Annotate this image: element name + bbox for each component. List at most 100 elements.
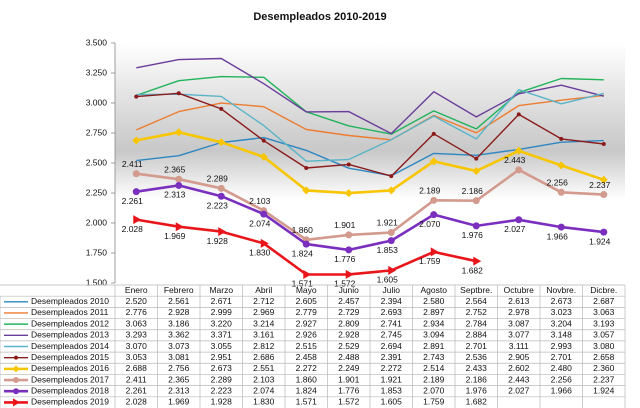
table-cell: 2.237 — [593, 374, 615, 384]
table-cell: 3.204 — [551, 318, 573, 328]
table-cell: 2.694 — [381, 341, 403, 351]
table-cell: 2.729 — [338, 307, 360, 317]
table-cell: 2.671 — [211, 296, 233, 306]
table-cell: 3.087 — [508, 318, 530, 328]
point — [175, 181, 183, 189]
table-cell: 2.289 — [211, 374, 233, 384]
data-label: 2.313 — [164, 190, 186, 200]
point — [302, 240, 310, 248]
data-label: 1.572 — [334, 279, 356, 289]
point — [387, 186, 396, 195]
table-cell: 2.686 — [253, 352, 275, 362]
legend-label: Desempleados 2017 — [31, 374, 109, 384]
data-label: 2.237 — [589, 180, 611, 190]
table-cell: 2.673 — [211, 363, 233, 373]
table-cell: 3.220 — [211, 318, 233, 328]
table-cell: 2.809 — [338, 318, 360, 328]
table-cell: 2.365 — [168, 374, 190, 384]
table-cell: 3.070 — [126, 341, 148, 351]
legend-marker — [13, 398, 20, 407]
point — [344, 189, 353, 198]
table-cell: 3.081 — [168, 352, 190, 362]
series-line — [136, 131, 605, 195]
table-cell: 3.053 — [126, 352, 148, 362]
point — [345, 246, 353, 254]
table-cell: 2.978 — [508, 307, 530, 317]
data-label: 1.921 — [377, 218, 399, 228]
table-cell: 3.111 — [509, 341, 529, 351]
series-line — [136, 168, 604, 242]
data-label: 2.186 — [462, 186, 484, 196]
table-cell: 2.712 — [253, 296, 275, 306]
data-label: 1.682 — [462, 265, 484, 275]
point — [515, 216, 523, 224]
table-cell: 2.897 — [423, 307, 445, 317]
x-tick-label: Junio — [339, 285, 360, 295]
point — [516, 112, 521, 117]
table-cell: 1.976 — [466, 385, 488, 395]
table-cell: 3.077 — [508, 330, 530, 340]
table-cell: 2.103 — [253, 374, 275, 384]
table-cell: 2.028 — [126, 397, 148, 407]
table-cell: 3.186 — [168, 318, 190, 328]
y-tick-label: 1.750 — [86, 247, 108, 257]
point — [472, 167, 481, 176]
legend-label: Desempleados 2010 — [31, 296, 109, 306]
table-cell: 2.394 — [381, 296, 403, 306]
table-cell: 1.759 — [423, 397, 445, 407]
table-cell: 2.701 — [551, 352, 573, 362]
legend-marker — [13, 388, 19, 395]
table-cell: 1.572 — [338, 397, 360, 407]
table-cell: 2.926 — [296, 330, 318, 340]
table-cell: 2.743 — [423, 352, 445, 362]
point — [303, 269, 312, 279]
point — [557, 223, 565, 231]
point — [345, 269, 354, 279]
point — [472, 222, 480, 230]
point — [472, 197, 480, 205]
table-cell: 2.701 — [466, 341, 488, 351]
table-cell: 2.256 — [551, 374, 573, 384]
point — [175, 222, 184, 232]
table-cell: 2.027 — [508, 385, 530, 395]
table-cell: 2.249 — [338, 363, 360, 373]
table-cell: 3.023 — [551, 307, 573, 317]
table-cell: 2.687 — [593, 296, 615, 306]
x-tick-label: Octubre — [504, 285, 535, 295]
table-cell: 2.745 — [381, 330, 403, 340]
table-cell: 2.488 — [338, 352, 360, 362]
point — [557, 161, 566, 170]
point — [304, 166, 309, 171]
table-cell: 2.360 — [593, 363, 615, 373]
data-label: 1.976 — [462, 230, 484, 240]
x-tick-label: Febrero — [164, 285, 194, 295]
point — [219, 106, 224, 111]
table-cell: 2.391 — [381, 352, 403, 362]
table-cell: 1.830 — [253, 397, 275, 407]
table-cell: 2.223 — [211, 385, 233, 395]
x-tick-label: Dicbre. — [590, 285, 617, 295]
series-line — [136, 136, 604, 177]
table-cell: 2.186 — [466, 374, 488, 384]
point — [260, 238, 269, 248]
point — [599, 175, 608, 184]
table-cell: 2.480 — [551, 363, 573, 373]
series-line — [136, 92, 604, 177]
chart-title: Desempleados 2010-2019 — [253, 11, 386, 23]
table-cell: 2.536 — [466, 352, 488, 362]
y-tick-label: 3.000 — [86, 97, 108, 107]
data-label: 1.571 — [292, 279, 314, 289]
data-label: 2.289 — [207, 174, 229, 184]
table-cell: 1.571 — [296, 397, 318, 407]
x-tick-label: Agosto — [421, 285, 448, 295]
table-cell: 2.561 — [168, 296, 190, 306]
point — [387, 228, 395, 236]
point — [430, 247, 439, 257]
table-cell: 2.673 — [551, 296, 573, 306]
data-label: 2.261 — [122, 196, 144, 206]
table-cell: 1.924 — [593, 385, 615, 395]
series-line — [136, 94, 604, 141]
table-cell: 2.884 — [466, 330, 488, 340]
table-cell: 2.784 — [466, 318, 488, 328]
